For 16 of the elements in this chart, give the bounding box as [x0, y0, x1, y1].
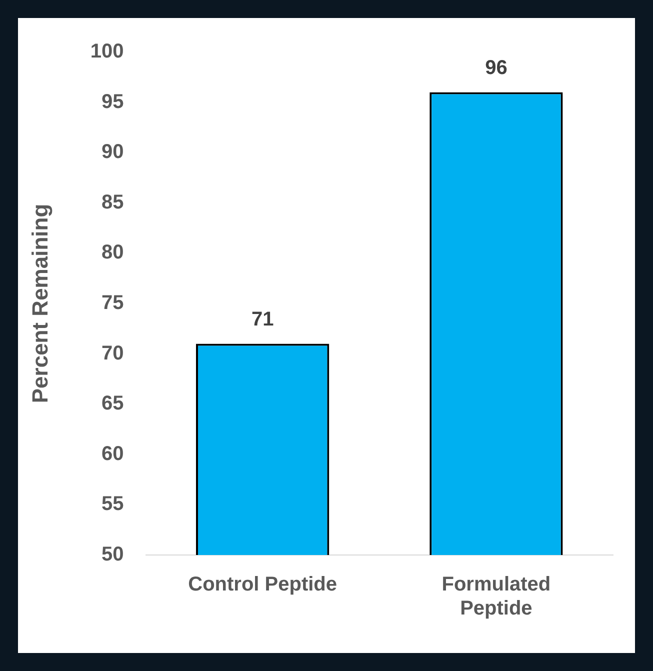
data-label: 71	[251, 308, 274, 330]
y-tick-label: 50	[102, 544, 124, 566]
y-tick-label: 60	[102, 442, 124, 465]
y-tick-label: 95	[102, 90, 124, 113]
y-tick-label: 65	[102, 392, 124, 415]
y-tick-label: 75	[102, 292, 124, 314]
y-tick-label: 90	[102, 141, 124, 164]
data-label: 96	[485, 56, 508, 79]
x-tick-label: Formulated Peptide	[442, 574, 551, 620]
y-tick-label: 85	[102, 191, 124, 214]
y-tick-label: 100	[90, 40, 124, 63]
y-tick-label: 55	[102, 493, 124, 516]
x-tick-label: Control Peptide	[188, 574, 338, 596]
y-tick-label: 70	[102, 342, 124, 364]
y-tick-label: 80	[102, 242, 124, 264]
y-axis-title: Percent Remaining	[27, 204, 52, 404]
